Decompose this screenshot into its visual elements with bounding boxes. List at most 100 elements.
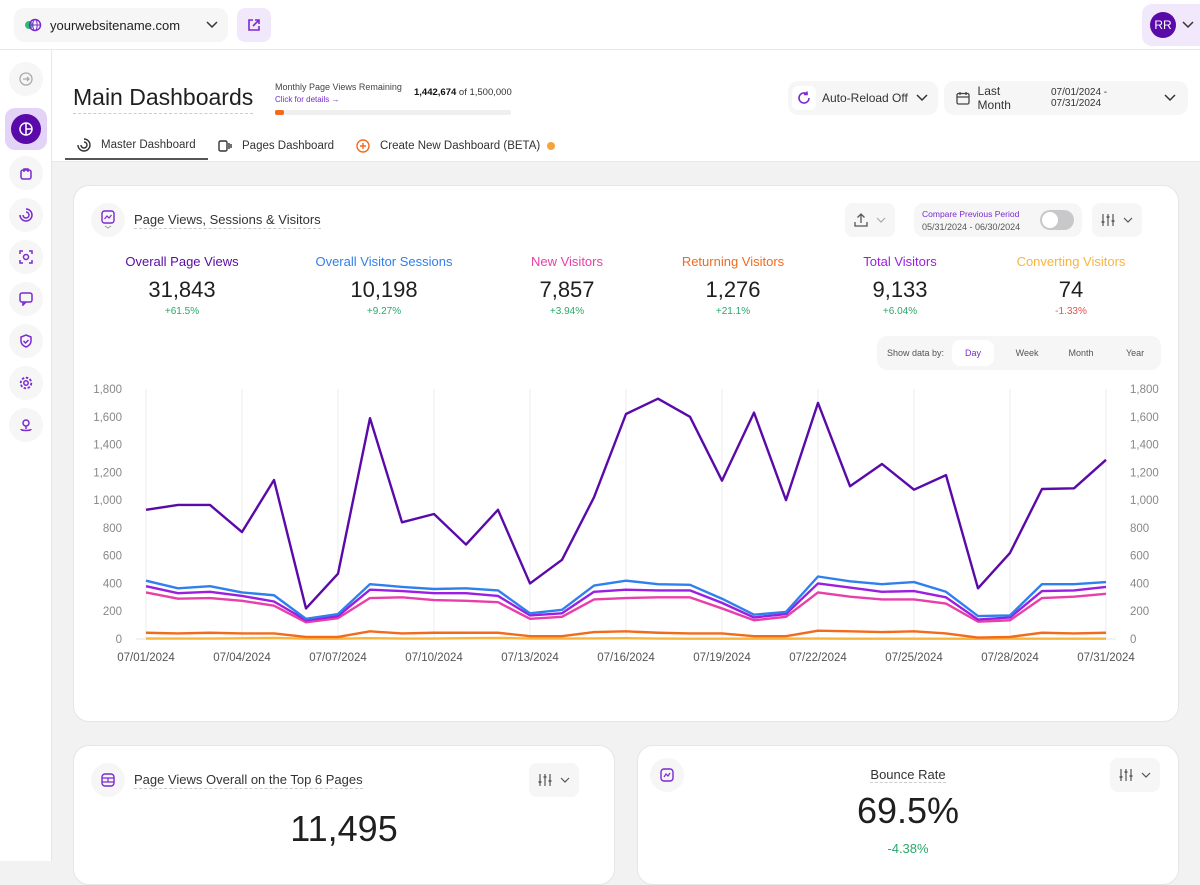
gear-icon <box>19 376 33 390</box>
stat-value: 7,857 <box>539 277 595 302</box>
show-by-month[interactable]: Month <box>1068 348 1094 358</box>
card-settings-button[interactable] <box>529 763 579 797</box>
user-menu[interactable]: RR <box>1142 4 1200 46</box>
pages-icon <box>218 140 232 152</box>
top-pages-card: Page Views Overall on the Top 6 Pages 11… <box>73 745 615 885</box>
stat-value: 10,198 <box>350 277 418 302</box>
chevron-down-icon <box>1141 772 1151 778</box>
x-tick-label: 07/28/2024 <box>981 652 1039 664</box>
tab-label: Create New Dashboard (BETA) <box>380 140 541 152</box>
tab-create-dashboard[interactable]: Create New Dashboard (BETA) <box>356 132 556 160</box>
compare-toggle[interactable] <box>1040 210 1074 230</box>
quota-total: of 1,500,000 <box>458 87 512 98</box>
tab-master-dashboard[interactable]: Master Dashboard <box>65 132 208 160</box>
y-tick-label-right: 600 <box>1130 551 1149 563</box>
date-range-text: 07/01/2024 - 07/31/2024 <box>1050 87 1108 109</box>
x-tick-label: 07/04/2024 <box>213 652 271 664</box>
chevron-down-icon <box>916 94 928 102</box>
quota-progress-bar <box>275 110 511 115</box>
pie-chart-icon <box>19 122 33 136</box>
series-line-returning-visitors <box>145 629 1107 639</box>
y-tick-label-right: 1,800 <box>1130 384 1159 396</box>
card-title: Bounce Rate <box>638 767 1178 783</box>
shield-icon <box>20 334 32 348</box>
globe-icon <box>25 18 42 32</box>
compare-label: Compare Previous Period <box>922 208 1020 219</box>
refresh-icon <box>798 91 810 104</box>
avatar: RR <box>1150 12 1176 38</box>
stat-change: +9.27% <box>366 306 402 317</box>
card-icon-button[interactable] <box>650 758 684 792</box>
export-button[interactable] <box>845 203 895 237</box>
card-icon-button[interactable] <box>91 763 125 797</box>
upload-icon <box>854 213 868 227</box>
stat-value: 9,133 <box>872 277 928 302</box>
line-chart: 07/01/2024 07/04/2024 07/07/2024 07/10/2024… <box>93 384 1159 664</box>
sidebar-item-heatmaps[interactable] <box>9 240 43 274</box>
website-selector[interactable]: yourwebsitename.com <box>14 8 228 42</box>
sidebar-item-ecommerce[interactable] <box>9 156 43 190</box>
quota-progress-fill <box>275 110 284 115</box>
series-line-converting-visitors <box>146 636 1106 641</box>
plus-circle-icon <box>356 139 370 153</box>
stat-value: 31,843 <box>148 277 216 302</box>
sidebar-item-dashboards[interactable] <box>5 108 47 150</box>
sidebar-item-locations[interactable] <box>9 408 43 442</box>
show-by-week[interactable]: Week <box>1015 348 1039 358</box>
chart-settings-button[interactable] <box>1092 203 1142 237</box>
x-tick-label: 07/13/2024 <box>501 652 559 664</box>
sidebar-item-feedback[interactable] <box>9 282 43 316</box>
sliders-icon <box>1119 769 1133 781</box>
stat-label: Total Visitors <box>863 254 937 269</box>
stat-overall-visitor-sessions: Overall Visitor Sessions 10,198 +9.27% <box>284 254 484 317</box>
y-tick-label-right: 1,200 <box>1130 467 1159 479</box>
y-tick-label-right: 400 <box>1130 578 1149 590</box>
calendar-icon <box>956 92 970 105</box>
focus-icon <box>19 250 33 264</box>
stat-converting-visitors: Converting Visitors 74 -1.33% <box>971 254 1171 317</box>
y-tick-label-right: 200 <box>1130 606 1149 618</box>
auto-reload-dropdown[interactable]: Auto-Reload Off <box>788 81 938 115</box>
series-line-total-visitors <box>145 582 1107 622</box>
tab-pages-dashboard[interactable]: Pages Dashboard <box>218 132 334 160</box>
tab-label: Master Dashboard <box>101 139 196 151</box>
chart-type-button[interactable] <box>91 203 125 237</box>
x-tick-label: 07/10/2024 <box>405 652 463 664</box>
sliders-icon <box>1101 214 1115 226</box>
quota-label: Monthly Page Views Remaining <box>275 82 402 92</box>
line-chart-icon <box>101 210 115 229</box>
y-tick-label-left: 400 <box>103 578 122 590</box>
show-by-year[interactable]: Year <box>1125 348 1145 358</box>
sidebar-item-funnels[interactable] <box>9 198 43 232</box>
quota-remaining: 1,442,674 <box>414 87 457 98</box>
sidebar-item-settings[interactable] <box>9 366 43 400</box>
show-by-day[interactable]: Day <box>952 340 995 366</box>
y-tick-label-left: 1,200 <box>93 467 122 479</box>
location-pin-icon <box>20 419 32 432</box>
series-line-overall-visitor-sessions <box>145 575 1107 621</box>
sliders-icon <box>538 774 552 786</box>
quota-details-link[interactable]: Click for details → <box>275 95 340 104</box>
date-range-picker[interactable]: Last Month 07/01/2024 - 07/31/2024 <box>944 81 1188 115</box>
page-title: Main Dashboards <box>73 84 254 114</box>
stat-value: 1,276 <box>705 277 761 302</box>
open-website-button[interactable] <box>237 8 271 42</box>
bounce-rate-card: Bounce Rate 69.5% -4.38% <box>637 745 1179 885</box>
stat-change: +3.94% <box>549 306 585 317</box>
stat-value: 74 <box>1058 277 1084 302</box>
card-title-text: Bounce Rate <box>870 767 946 783</box>
bounce-rate-value: 69.5% <box>856 790 960 831</box>
x-tick-label: 07/01/2024 <box>117 652 175 664</box>
card-title: Page Views Overall on the Top 6 Pages <box>134 772 363 789</box>
stat-overall-page-views: Overall Page Views 31,843 +61.5% <box>82 254 282 317</box>
sidebar-item-collapse[interactable] <box>9 62 43 96</box>
sidebar-item-privacy[interactable] <box>9 324 43 358</box>
stat-returning-visitors: Returning Visitors 1,276 +21.1% <box>633 254 833 317</box>
y-tick-label-left: 1,600 <box>93 412 122 424</box>
line-chart-icon <box>660 768 674 782</box>
stat-label: Overall Page Views <box>125 254 239 269</box>
collapse-icon <box>19 72 33 86</box>
y-tick-label-right: 0 <box>1130 634 1136 646</box>
card-settings-button[interactable] <box>1110 758 1160 792</box>
spiral-icon <box>77 138 91 152</box>
